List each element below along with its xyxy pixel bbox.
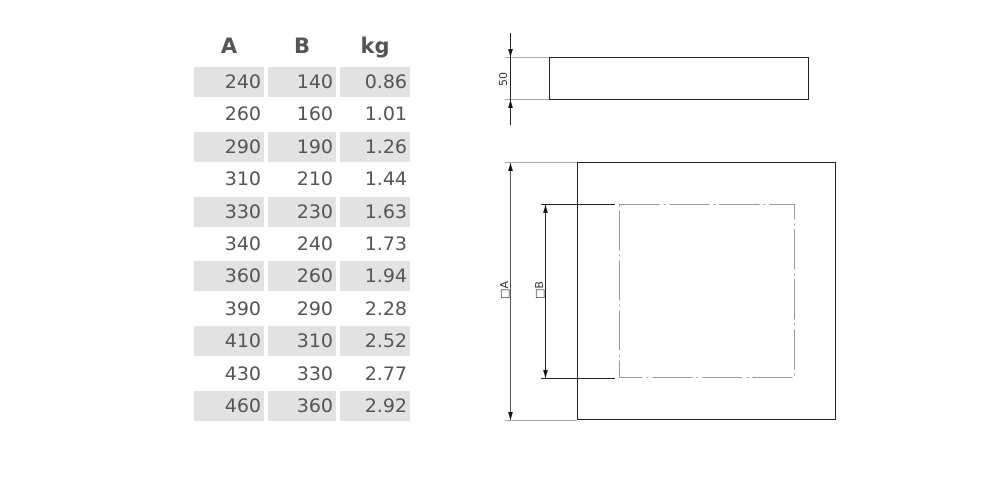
side-view-outline [549,57,809,100]
outer-square [577,162,836,420]
table-cell: 240 [194,67,264,97]
header-a: A [220,34,238,58]
header-kg: kg [360,34,390,58]
table-cell: 1.73 [364,233,407,255]
table-cell: 190 [268,131,336,162]
table-cell: 230 [268,196,336,227]
table-cell: 1.01 [364,103,407,126]
table-cell: 360 [194,261,264,292]
table-cell: 310 [268,326,336,357]
table-cell: 1.26 [340,131,410,162]
table-cell: 2.77 [364,362,407,385]
height-label: 50 [497,72,510,86]
table-cell: 330 [194,196,264,227]
inner-opening [619,204,795,378]
table-cell: 460 [194,391,264,421]
table-cell: 310 [224,168,261,191]
table-cell: 290 [194,131,264,162]
table-cell: 260 [224,103,261,126]
table-cell: 1.63 [340,196,410,227]
table-cell: 0.86 [340,67,410,97]
table-cell: 430 [224,362,261,385]
table-cell: 210 [296,168,333,191]
table-cell: 140 [268,67,336,97]
table-cell: 340 [224,233,261,255]
header-b: B [293,34,310,58]
table-cell: 1.44 [364,168,407,191]
table-cell: 410 [194,326,264,357]
table-cell: 330 [296,362,333,385]
table-cell: 160 [296,103,333,126]
table-cell: 260 [268,261,336,292]
table-cell: 290 [296,297,333,320]
table-cell: 240 [296,233,333,255]
side-view: 50 [497,33,809,125]
table-cell: 2.92 [340,391,410,421]
table-cell: 2.28 [364,297,407,320]
outer-label: □A [498,281,511,299]
table-cell: 360 [268,391,336,421]
table-cell: 1.94 [340,261,410,292]
top-view: □A □B [498,162,836,421]
inner-label: □B [533,281,546,299]
table-cell: 390 [224,297,261,320]
table-cell: 2.52 [340,326,410,357]
